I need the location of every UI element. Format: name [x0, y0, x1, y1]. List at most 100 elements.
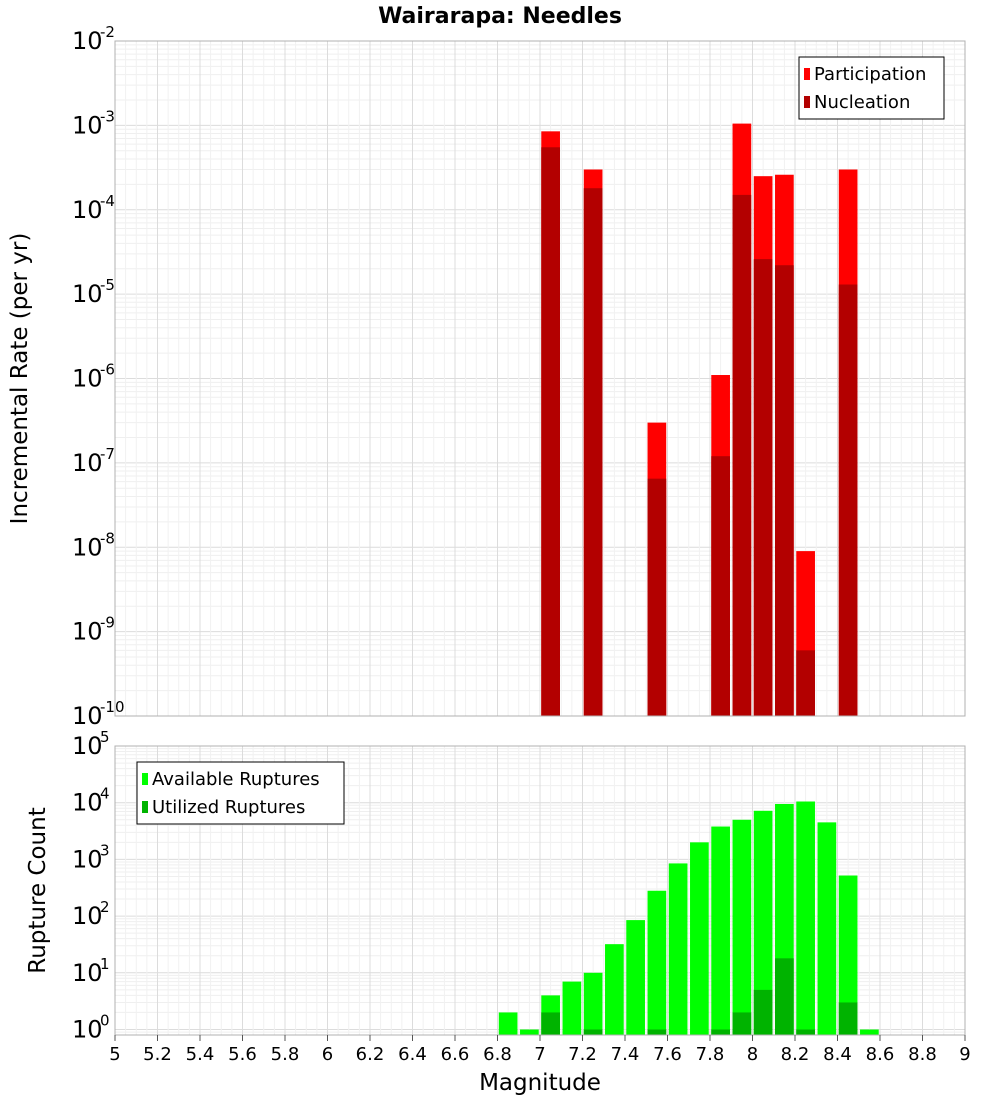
count-ytick-label: 10 [72, 959, 103, 987]
rate-bar [711, 456, 730, 716]
x-axis-label: Magnitude [479, 1070, 601, 1096]
rate-ytick-label: 10 [72, 365, 103, 393]
count-bar [775, 958, 794, 1035]
rate-legend-swatch [804, 68, 810, 80]
x-tick-label: 7.4 [611, 1044, 640, 1065]
x-tick-label: 8.4 [823, 1044, 852, 1065]
x-tick-label: 6 [322, 1044, 333, 1065]
count-legend-swatch [142, 773, 148, 785]
count-bar [583, 1029, 603, 1035]
rate-ytick-exponent: -6 [100, 361, 115, 379]
count-bar [732, 1012, 752, 1035]
count-ytick-label: 10 [72, 1016, 103, 1044]
count-bar [796, 1029, 815, 1035]
x-tick-label: 6.4 [398, 1044, 427, 1065]
rate-ytick-label: 10 [72, 111, 103, 139]
count-ytick-exponent: 3 [100, 841, 110, 859]
rate-bar [753, 259, 773, 716]
count-ytick-label: 10 [72, 789, 103, 817]
count-bar [860, 1029, 879, 1035]
rate-bar [775, 265, 794, 716]
count-ytick-exponent: 0 [100, 1012, 110, 1030]
count-series-0 [498, 801, 879, 1035]
rate-ytick-exponent: -2 [100, 23, 115, 41]
rate-ytick-exponent: -7 [100, 445, 115, 463]
rate-ytick-exponent: -4 [100, 192, 115, 210]
rate-bar [583, 188, 603, 717]
x-tick-label: 6.8 [483, 1044, 512, 1065]
x-tick-label: 9 [959, 1044, 970, 1065]
rate-y-axis-label: Incremental Rate (per yr) [7, 233, 33, 525]
count-ytick-label: 10 [72, 732, 103, 760]
rate-ytick-exponent: -5 [100, 276, 115, 294]
rate-legend-label: Participation [814, 64, 926, 85]
rate-ytick-label: 10 [72, 702, 103, 730]
count-series-1 [541, 958, 858, 1035]
count-bar [626, 920, 645, 1035]
count-bar [796, 801, 815, 1035]
count-bar [753, 989, 773, 1035]
count-bar [647, 890, 667, 1035]
x-tick-label: 8.8 [908, 1044, 937, 1065]
rate-ytick-label: 10 [72, 533, 103, 561]
rate-ytick-exponent: -9 [100, 614, 115, 632]
count-bar [711, 826, 730, 1035]
x-tick-label: 8.2 [781, 1044, 810, 1065]
count-ytick-exponent: 1 [100, 955, 110, 973]
rate-legend-swatch [804, 96, 810, 108]
rate-bar [796, 650, 815, 716]
count-bar [498, 1012, 518, 1035]
x-tick-label: 5.2 [143, 1044, 172, 1065]
x-tick-label: 5.4 [186, 1044, 215, 1065]
count-bar [562, 981, 582, 1035]
rate-ytick-label: 10 [72, 280, 103, 308]
count-bar [541, 1012, 560, 1035]
count-ytick-exponent: 2 [100, 898, 110, 916]
x-tick-label: 7 [534, 1044, 545, 1065]
rate-ytick-label: 10 [72, 618, 103, 646]
rate-panel: 10-1010-910-810-710-610-510-410-310-2Inc… [7, 23, 966, 730]
x-tick-label: 7.6 [653, 1044, 682, 1065]
count-legend: Available Ruptures Utilized Ruptures [136, 761, 345, 825]
x-tick-label: 7.2 [568, 1044, 597, 1065]
count-bar [838, 1002, 858, 1035]
rate-plot-frame [114, 40, 966, 717]
count-bar [647, 1029, 667, 1035]
x-tick-label: 6.2 [356, 1044, 385, 1065]
rate-ytick-label: 10 [72, 27, 103, 55]
count-legend-swatch [142, 801, 148, 813]
count-ytick-label: 10 [72, 902, 103, 930]
rate-series-1 [541, 147, 858, 717]
count-bar [520, 1029, 539, 1035]
rate-bar [541, 147, 560, 717]
count-bar [711, 1029, 730, 1035]
x-axis: 5 5.2 5.4 5.6 5.8 6 6.2 6.4 6.6 6.8 7 7.2 7.4 7.6 7.8 8… [109, 1035, 971, 1065]
count-y-axis-label: Rupture Count [25, 807, 51, 973]
count-ytick-exponent: 5 [100, 728, 110, 746]
rate-ytick-label: 10 [72, 449, 103, 477]
x-tick-label: 5.6 [228, 1044, 257, 1065]
x-tick-label: 6.6 [441, 1044, 470, 1065]
rate-bar [647, 478, 667, 716]
count-bar [605, 944, 624, 1035]
count-bar [838, 875, 858, 1035]
x-tick-label: 7.8 [696, 1044, 725, 1065]
x-tick-label: 8.6 [866, 1044, 895, 1065]
count-bar [732, 819, 752, 1035]
rate-ytick-exponent: -3 [100, 107, 115, 125]
count-ytick-exponent: 4 [100, 785, 110, 803]
chart-title: Wairarapa: Needles [378, 4, 622, 29]
rate-grid [114, 41, 966, 717]
x-tick-label: 5.8 [271, 1044, 300, 1065]
count-legend-label: Available Ruptures [152, 769, 320, 790]
count-bar [583, 972, 603, 1035]
x-tick-label: 5 [109, 1044, 120, 1065]
count-ytick-label: 10 [72, 845, 103, 873]
rate-ytick-label: 10 [72, 196, 103, 224]
rate-legend-box [798, 56, 945, 120]
count-bar [668, 863, 688, 1035]
count-bar [817, 822, 837, 1035]
rate-legend: Participation Nucleation [798, 56, 945, 120]
